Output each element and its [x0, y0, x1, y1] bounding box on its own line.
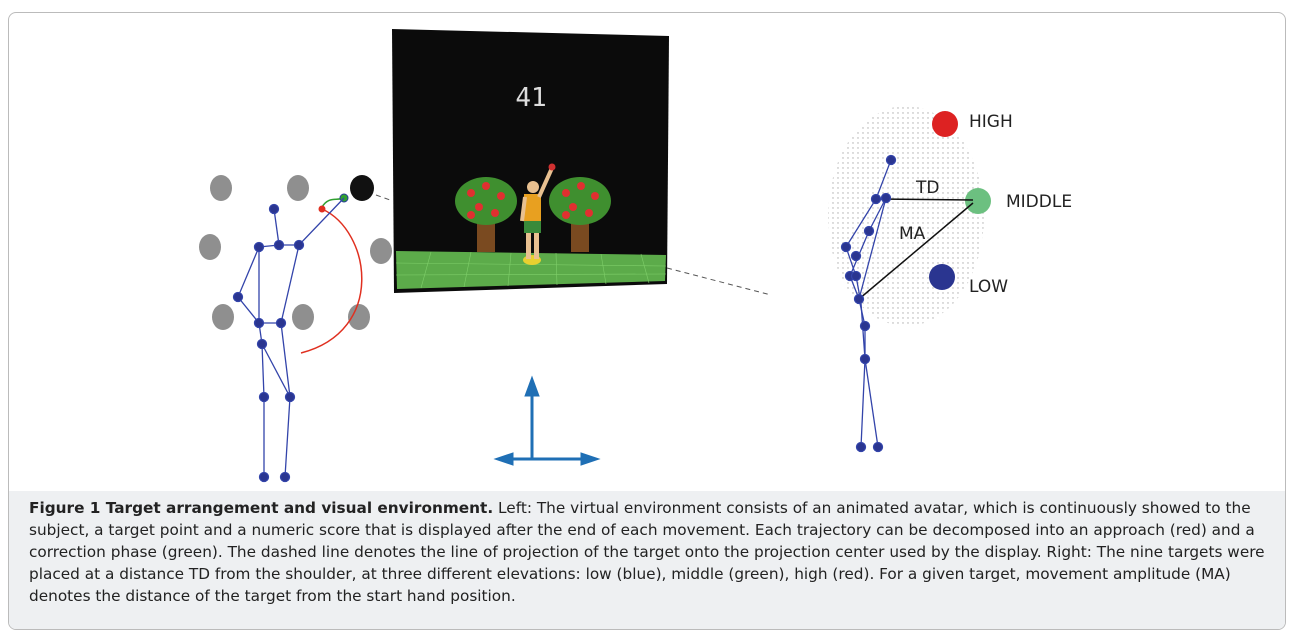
tree — [455, 177, 517, 252]
figure-frame: 41 — [8, 12, 1286, 630]
label-td: TD — [915, 178, 939, 198]
label-ma: MA — [899, 224, 926, 244]
target-sphere — [828, 106, 984, 326]
left-skeleton — [232, 197, 345, 483]
label-middle: MIDDLE — [1006, 192, 1072, 212]
figure: 41 — [199, 29, 1072, 483]
axes-icon — [493, 375, 601, 466]
td-line — [880, 198, 974, 201]
projection-line — [666, 267, 772, 296]
tree — [549, 177, 611, 252]
caption: Figure 1 Target arrangement and visual e… — [9, 491, 1285, 629]
right-skeleton — [840, 154, 897, 453]
label-high: HIGH — [969, 112, 1013, 132]
hand-start — [318, 205, 326, 213]
score: 41 — [515, 83, 546, 113]
ma-line — [858, 202, 974, 300]
approach-path — [300, 208, 363, 354]
target-middle — [965, 188, 991, 214]
avatar — [520, 163, 556, 265]
gray-targets — [199, 175, 392, 330]
display-screen: 41 — [392, 29, 669, 293]
active-target — [350, 175, 374, 201]
caption-title: Figure 1 Target arrangement and visual e… — [29, 499, 494, 517]
target-high — [932, 111, 958, 137]
caption-text: Left: The virtual environment consists o… — [29, 499, 1265, 605]
target-low — [929, 264, 955, 290]
projection-line — [375, 194, 394, 202]
label-low: LOW — [969, 277, 1008, 297]
